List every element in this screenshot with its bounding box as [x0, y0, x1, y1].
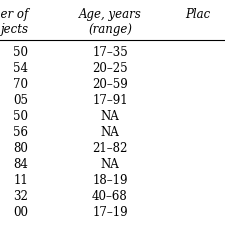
Text: 50: 50 — [13, 46, 28, 59]
Text: Plac: Plac — [185, 8, 210, 21]
Text: 18–19: 18–19 — [92, 174, 128, 187]
Text: 80: 80 — [13, 142, 28, 155]
Text: 54: 54 — [13, 62, 28, 75]
Text: 21–82: 21–82 — [92, 142, 128, 155]
Text: 17–91: 17–91 — [92, 94, 128, 107]
Text: 50: 50 — [13, 110, 28, 123]
Text: 40–68: 40–68 — [92, 190, 128, 203]
Text: 20–25: 20–25 — [92, 62, 128, 75]
Text: 70: 70 — [13, 78, 28, 91]
Text: 32: 32 — [13, 190, 28, 203]
Text: 84: 84 — [13, 158, 28, 171]
Text: 05: 05 — [13, 94, 28, 107]
Text: 20–59: 20–59 — [92, 78, 128, 91]
Text: 56: 56 — [13, 126, 28, 139]
Text: 11: 11 — [13, 174, 28, 187]
Text: 17–19: 17–19 — [92, 206, 128, 219]
Text: ber of
jects: ber of jects — [0, 8, 28, 36]
Text: NA: NA — [101, 126, 119, 139]
Text: 17–35: 17–35 — [92, 46, 128, 59]
Text: NA: NA — [101, 158, 119, 171]
Text: NA: NA — [101, 110, 119, 123]
Text: Age, years
(range): Age, years (range) — [79, 8, 141, 36]
Text: 00: 00 — [13, 206, 28, 219]
